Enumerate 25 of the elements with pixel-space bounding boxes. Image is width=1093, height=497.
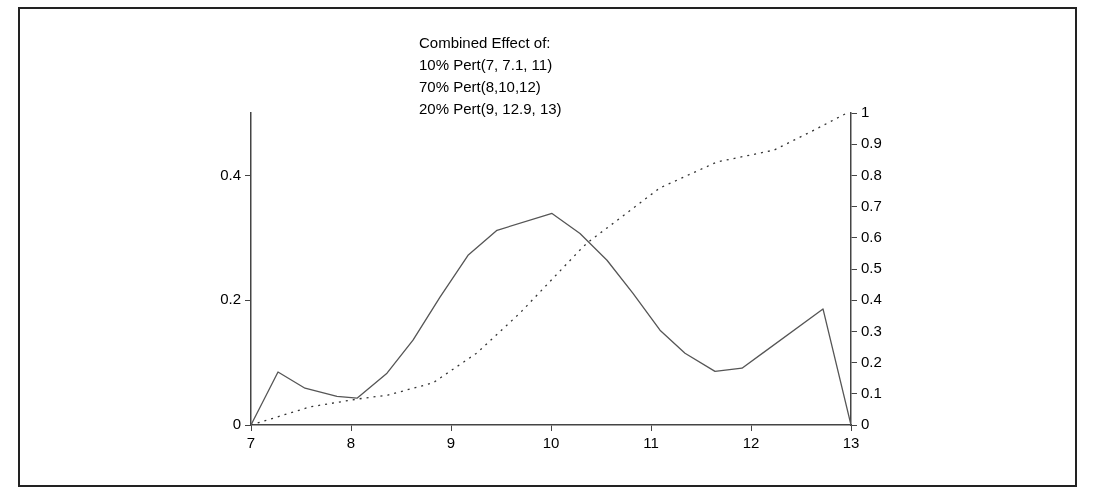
y2-tick-label: 0.6 [861, 227, 882, 245]
x-tick-label: 8 [346, 434, 356, 452]
x-tick-label: 11 [643, 434, 659, 452]
x-tick-label: 10 [542, 434, 560, 452]
y2-tick-label: 0.7 [861, 196, 882, 214]
y2-tick-label: 0.8 [861, 165, 882, 183]
y2-tick-label: 0.2 [861, 352, 882, 370]
x-tick-label: 7 [246, 434, 256, 452]
y2-tick-label: 0.4 [861, 290, 882, 308]
x-tick-label: 13 [842, 434, 860, 452]
text: 10% Pert(7, 7.1, 11) [419, 56, 553, 73]
annotation: 20% Pert(9, 12.9, 13) [419, 100, 562, 117]
text: 70% Pert(8,10,12) [419, 78, 541, 95]
y-tick-label: 0.4 [220, 165, 241, 183]
y-tick-label: 0 [232, 415, 241, 433]
y2-tick-label: 1 [861, 103, 870, 121]
y-tick-label: 0.2 [220, 290, 241, 308]
x-tick-label: 9 [446, 434, 456, 452]
x-tick-label: 12 [742, 434, 760, 452]
y2-tick-label: 0.1 [861, 383, 882, 401]
y2-tick-label: 0 [861, 415, 870, 433]
y2-tick-label: 0.5 [861, 259, 882, 277]
y2-tick-label: 0.3 [861, 321, 882, 339]
text: Combined Effect of: [419, 34, 551, 51]
y2-tick-label: 0.9 [861, 134, 882, 152]
